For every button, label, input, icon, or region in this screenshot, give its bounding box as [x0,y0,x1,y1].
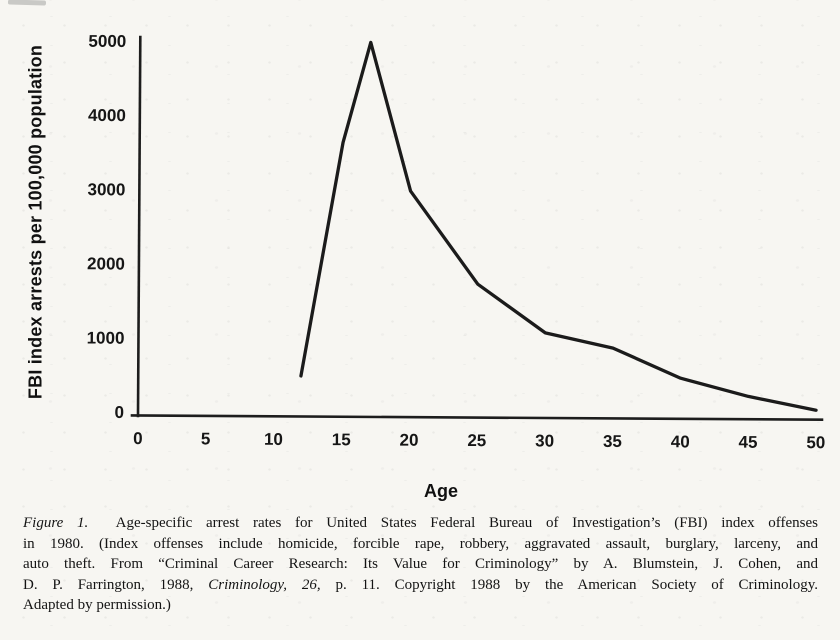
line-chart: 0 1000 2000 3000 4000 5000 0 5 10 15 20 25 30 35 40 45 5… [87,32,826,453]
y-tick-label: 1000 [87,328,125,347]
y-tick-label: 0 [114,403,124,422]
caption-text-segment: auto theft. From “Criminal Career Resear… [23,556,818,572]
arrest-rate-curve [299,40,818,412]
y-tick-label: 3000 [87,180,125,199]
x-tick-label: 15 [332,430,351,449]
x-tick-label: 20 [400,431,419,450]
x-axis-title: Age [423,481,458,501]
caption-text-segment: in 1980. (Index offenses include homicid… [23,535,818,552]
caption-text-segment: p. 11. Copyright 1988 by the American So… [320,576,818,593]
x-tick-label: 40 [671,432,690,451]
figure-1-chart-area: FBI index arrests per 100,000 population… [26,32,826,501]
figure-caption: Figure 1. Age-specific arrest rates for … [23,513,818,616]
caption-text-segment: D. P. Farrington, 1988, [23,576,209,593]
x-tick-label: 0 [133,429,143,448]
caption-line: auto theft. From “Criminal Career Resear… [23,554,818,575]
x-tick-label: 30 [535,431,554,450]
x-tick-label: 25 [467,431,486,450]
caption-line: Adapted by permission.) [23,595,818,616]
y-tick-label: 4000 [88,106,126,125]
x-tick-label: 45 [739,433,758,452]
y-tick-label: 5000 [88,32,126,51]
x-tick-label: 50 [806,433,825,452]
caption-line: D. P. Farrington, 1988, Criminology, 26,… [23,575,818,596]
y-axis-line [136,35,142,418]
x-tick-label: 10 [264,430,283,449]
caption-text-segment: Adapted by permission.) [23,597,171,613]
y-tick-label: 2000 [87,254,125,273]
caption-line: in 1980. (Index offenses include homicid… [23,534,818,555]
x-tick-label: 5 [201,429,211,448]
x-axis-line [130,414,824,421]
caption-text-segment: Age-specific arrest rates for United Sta… [88,515,818,531]
caption-italic-segment: Figure 1. [23,515,89,531]
caption-line: Figure 1. Age-specific arrest rates for … [23,513,818,534]
caption-italic-segment: Criminology, 26, [208,576,321,593]
x-tick-label: 35 [603,432,622,451]
